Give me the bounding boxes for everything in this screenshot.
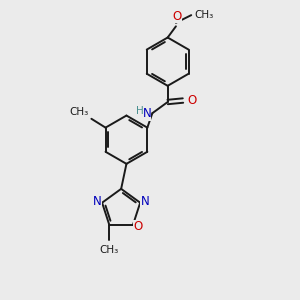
Text: CH₃: CH₃ [194, 10, 213, 20]
Text: CH₃: CH₃ [70, 107, 89, 117]
Text: O: O [172, 10, 182, 22]
Text: O: O [133, 220, 142, 233]
Text: CH₃: CH₃ [100, 244, 119, 254]
Text: N: N [142, 107, 151, 120]
Text: N: N [140, 195, 149, 208]
Text: N: N [93, 195, 102, 208]
Text: O: O [187, 94, 196, 107]
Text: H: H [136, 106, 144, 116]
